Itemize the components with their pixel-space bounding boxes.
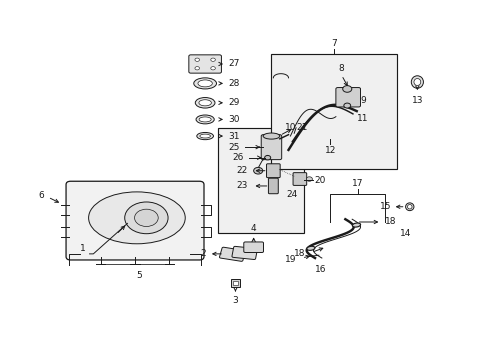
FancyBboxPatch shape (244, 242, 263, 252)
Circle shape (343, 103, 350, 108)
Circle shape (253, 167, 262, 174)
Circle shape (195, 58, 199, 62)
Circle shape (124, 202, 168, 234)
Ellipse shape (198, 80, 212, 87)
Text: 6: 6 (38, 191, 44, 200)
Text: 14: 14 (400, 229, 411, 238)
FancyBboxPatch shape (261, 135, 281, 159)
Text: 23: 23 (236, 181, 247, 190)
Ellipse shape (200, 134, 210, 138)
Text: 7: 7 (330, 39, 336, 48)
Text: 12: 12 (324, 146, 335, 155)
Text: 24: 24 (286, 190, 297, 199)
FancyBboxPatch shape (66, 181, 203, 260)
Circle shape (305, 177, 312, 181)
Ellipse shape (195, 98, 215, 108)
Text: 10: 10 (284, 123, 296, 132)
FancyBboxPatch shape (292, 173, 306, 185)
Text: 13: 13 (411, 96, 422, 105)
Text: 26: 26 (232, 153, 244, 162)
FancyBboxPatch shape (335, 87, 360, 107)
Text: 18: 18 (293, 248, 305, 257)
Bar (218, 128, 303, 233)
Text: 22: 22 (236, 166, 247, 175)
Ellipse shape (196, 115, 214, 124)
Text: 31: 31 (228, 131, 240, 140)
Circle shape (210, 67, 215, 70)
Ellipse shape (88, 192, 185, 244)
Ellipse shape (405, 203, 413, 211)
Text: 20: 20 (314, 176, 325, 185)
Text: 15: 15 (379, 202, 391, 211)
Text: 18: 18 (385, 217, 396, 226)
FancyBboxPatch shape (266, 164, 280, 177)
Ellipse shape (263, 133, 279, 139)
Text: 16: 16 (314, 265, 326, 274)
Ellipse shape (407, 204, 411, 209)
Text: 2: 2 (200, 249, 206, 258)
Circle shape (195, 67, 199, 70)
Text: 19: 19 (285, 255, 296, 264)
Text: 29: 29 (228, 98, 240, 107)
Text: 30: 30 (228, 115, 240, 124)
Ellipse shape (306, 246, 314, 250)
Ellipse shape (196, 132, 213, 140)
Text: 4: 4 (250, 224, 256, 233)
Ellipse shape (352, 223, 360, 227)
FancyBboxPatch shape (231, 246, 257, 260)
Text: 17: 17 (351, 179, 363, 188)
Ellipse shape (199, 100, 211, 106)
Text: 27: 27 (228, 59, 240, 68)
FancyBboxPatch shape (188, 55, 221, 73)
Bar (271, 54, 396, 169)
Text: 1: 1 (80, 244, 85, 253)
Ellipse shape (199, 117, 211, 122)
Text: 25: 25 (227, 143, 239, 152)
FancyBboxPatch shape (219, 247, 245, 261)
Text: 3: 3 (232, 296, 238, 305)
Text: 9: 9 (360, 95, 366, 104)
Circle shape (264, 156, 270, 160)
Circle shape (210, 58, 215, 62)
Ellipse shape (410, 76, 423, 88)
Text: 28: 28 (228, 79, 240, 88)
Ellipse shape (413, 78, 420, 85)
Circle shape (134, 209, 158, 226)
Circle shape (342, 86, 351, 92)
Text: 8: 8 (337, 64, 343, 73)
Text: 21: 21 (295, 123, 307, 132)
FancyBboxPatch shape (268, 178, 278, 194)
Text: 11: 11 (356, 113, 367, 122)
Ellipse shape (193, 78, 216, 89)
Text: 5: 5 (136, 270, 142, 279)
